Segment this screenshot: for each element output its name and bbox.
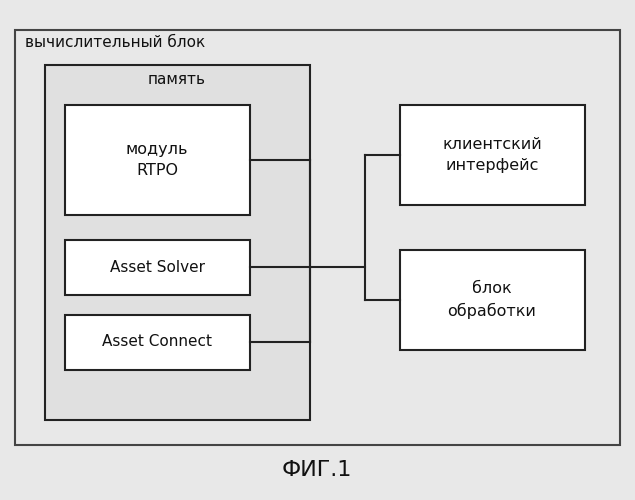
Bar	[65, 105, 250, 215]
Bar	[400, 250, 585, 350]
Text: Asset Solver: Asset Solver	[109, 260, 204, 274]
Text: ФИГ.1: ФИГ.1	[282, 460, 352, 480]
Text: вычислительный блок: вычислительный блок	[25, 35, 205, 50]
Bar	[45, 65, 310, 420]
Text: память: память	[148, 72, 206, 87]
Text: клиентский
интерфейс: клиентский интерфейс	[442, 137, 542, 173]
Bar	[65, 240, 250, 295]
Text: модуль
RTPO: модуль RTPO	[126, 142, 188, 178]
Bar	[400, 105, 585, 205]
Bar	[15, 30, 620, 445]
Text: блок
обработки: блок обработки	[448, 281, 537, 319]
Bar	[65, 315, 250, 370]
Text: Asset Connect: Asset Connect	[102, 334, 212, 349]
